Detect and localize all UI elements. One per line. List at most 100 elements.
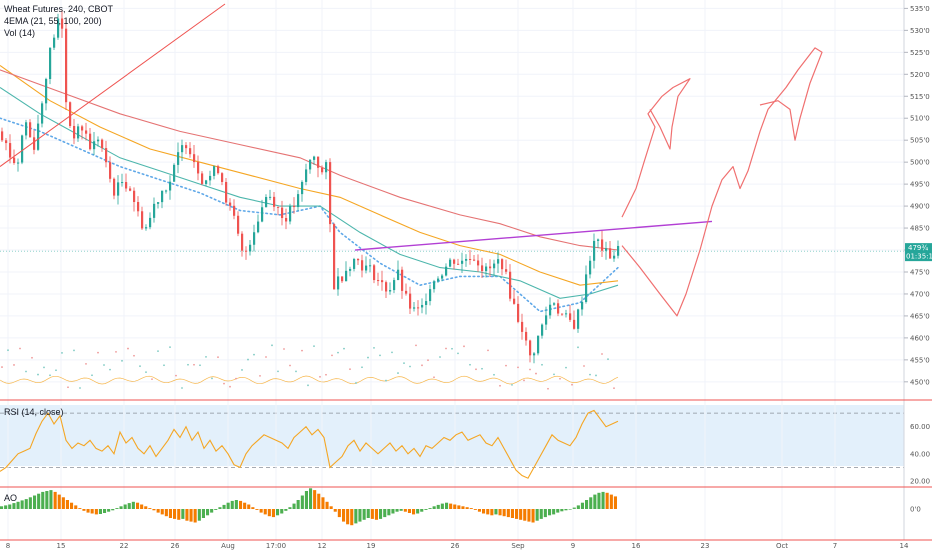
price-tick-label: 460'0	[910, 334, 930, 342]
ao-bar	[548, 509, 552, 516]
volume-dot	[277, 370, 279, 373]
ao-bar	[300, 495, 304, 509]
symbol-legend[interactable]: Wheat Futures, 240, CBOT 4EMA (21, 55, 1…	[4, 3, 113, 39]
vol-legend[interactable]: Vol (14)	[4, 28, 36, 38]
volume-dot	[49, 374, 51, 377]
candle-body	[489, 266, 492, 269]
volume-dot	[31, 356, 33, 359]
rsi-legend[interactable]: RSI (14, close)	[4, 407, 64, 417]
volume-dot	[241, 369, 243, 371]
candle-body	[537, 335, 540, 354]
candle-body	[373, 265, 376, 281]
ao-bar	[193, 509, 197, 523]
candle-body	[301, 181, 304, 195]
ao-bar	[399, 509, 403, 511]
candle-body	[333, 224, 336, 290]
drawing-layer[interactable]	[0, 3, 823, 317]
candle-body	[313, 156, 316, 160]
ao-bar	[506, 509, 510, 518]
volume-dot	[37, 373, 39, 376]
ao-bar	[321, 497, 325, 509]
ao-bar	[144, 506, 148, 509]
candle-body	[225, 181, 228, 203]
price-tick-label: 455'0	[910, 356, 930, 364]
candle-body	[317, 156, 320, 168]
volume-dot	[223, 382, 225, 385]
symbol-title[interactable]: Wheat Futures, 240, CBOT	[4, 4, 114, 14]
ema-legend[interactable]: 4EMA (21, 55, 100, 200)	[4, 16, 102, 26]
volume-dot	[331, 354, 333, 357]
ao-bar	[379, 509, 383, 519]
ao-bar	[0, 506, 4, 509]
candle-body	[173, 164, 176, 182]
candle-body	[45, 78, 48, 104]
volume-dot	[7, 349, 9, 352]
candle-body	[305, 169, 308, 182]
volume-dot	[25, 370, 27, 373]
volume-dot	[367, 356, 369, 359]
ao-layer	[0, 488, 617, 526]
ao-bar	[461, 506, 465, 509]
ao-bar	[490, 509, 494, 516]
volume-dot	[229, 385, 231, 388]
candle-body	[229, 202, 232, 206]
candle-body	[285, 218, 288, 222]
ao-bar	[156, 509, 160, 513]
candle-body	[477, 260, 480, 266]
volume-dot	[601, 353, 603, 355]
candle-body	[309, 159, 312, 170]
candle-body	[525, 331, 528, 341]
candle-body	[257, 221, 260, 233]
ao-bar	[53, 491, 57, 509]
ao-bar	[469, 508, 473, 509]
candle-body	[77, 126, 80, 139]
ao-bar	[395, 509, 399, 512]
candle-body	[573, 319, 576, 329]
ao-bar	[486, 509, 490, 515]
ao-bar	[33, 495, 37, 509]
volume-dot	[553, 373, 555, 376]
price-tick-label: 530'0	[910, 27, 930, 35]
candle-body	[213, 166, 216, 176]
volume-dot	[43, 366, 45, 369]
ao-bar	[65, 500, 69, 509]
ao-bar	[564, 509, 568, 511]
ao-bar	[168, 509, 172, 518]
ao-bar	[494, 509, 498, 515]
ao-bar	[457, 505, 461, 509]
price-tick-label: 500'0	[910, 159, 930, 167]
ao-bar	[12, 503, 16, 509]
volume-dot	[133, 354, 135, 357]
candle-body	[69, 102, 72, 126]
ao-bar	[288, 507, 292, 509]
candle-body	[541, 324, 544, 336]
price-tick-label: 470'0	[910, 290, 930, 298]
projection-arrow-up	[621, 78, 691, 218]
ao-bar	[387, 509, 391, 516]
candle-body	[469, 258, 472, 260]
ao-bar	[49, 490, 53, 509]
candle-body	[137, 202, 140, 212]
volume-dot	[283, 348, 285, 350]
ao-bar	[333, 509, 337, 512]
candle-body	[109, 162, 112, 179]
time-axis[interactable]: 8 15 22 26 Aug 17:00 12 19 26 Sep 9 16 23 Oct 7 14	[6, 542, 909, 550]
volume-dot	[121, 359, 123, 362]
volume-ma-line	[0, 375, 619, 385]
volume-dot	[259, 374, 261, 377]
ao-legend[interactable]: AO	[4, 493, 18, 503]
ao-bar	[556, 509, 560, 513]
ao-bar	[98, 509, 102, 514]
candle-body	[201, 173, 204, 184]
candle-body	[337, 276, 340, 290]
candle-body	[133, 190, 136, 203]
volume-dot	[343, 347, 345, 350]
candle-body	[457, 263, 460, 265]
ao-bar	[173, 509, 177, 519]
ao-bar	[230, 500, 234, 509]
ao-bar	[255, 509, 259, 510]
resistance-trendline	[354, 220, 713, 251]
ao-bar	[28, 497, 32, 509]
ao-bar	[276, 509, 280, 516]
